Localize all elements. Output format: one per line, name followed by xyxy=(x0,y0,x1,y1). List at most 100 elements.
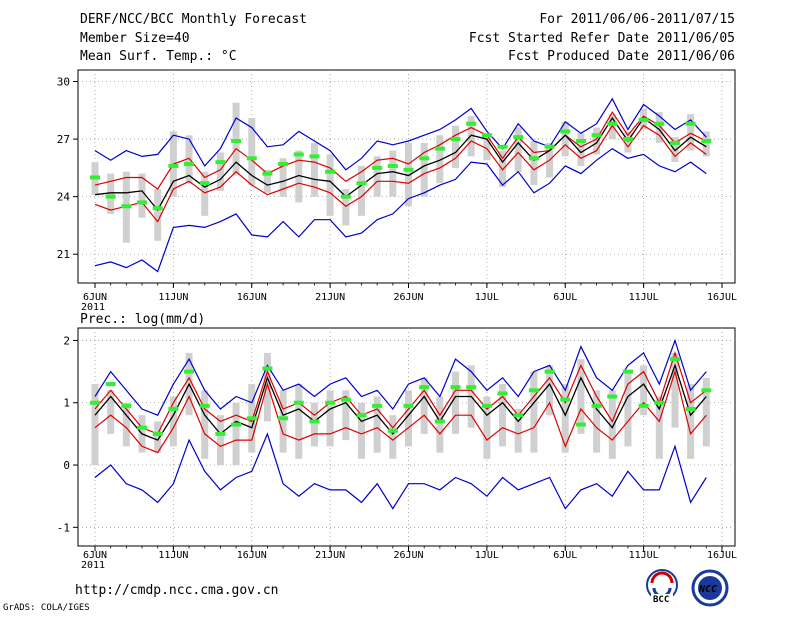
spread-box xyxy=(295,150,303,203)
x-tick-label: 6JUN xyxy=(83,550,107,561)
y-tick-label: 24 xyxy=(57,191,71,204)
spread-box xyxy=(546,365,554,416)
x-tick-label: 6JUL xyxy=(553,550,577,561)
ensemble-marker xyxy=(184,369,195,374)
spread-box xyxy=(405,142,412,207)
ensemble-marker xyxy=(513,413,524,418)
year-label: 2011 xyxy=(81,560,105,571)
ensemble-marker xyxy=(560,129,571,134)
precip-title: Prec.: log(mm/d) xyxy=(80,312,205,327)
ensemble-marker xyxy=(497,144,508,149)
plot-frame xyxy=(77,327,736,547)
series-line-max xyxy=(94,97,707,171)
spread-box xyxy=(342,188,350,226)
member-size: Member Size=40 xyxy=(80,31,190,46)
series-line-lower xyxy=(94,369,707,454)
spread-box xyxy=(373,396,381,453)
x-tick-label: 21JUN xyxy=(315,292,345,303)
ensemble-marker xyxy=(215,431,226,436)
spread-box xyxy=(357,165,365,216)
ensemble-marker xyxy=(262,366,273,371)
spread-box xyxy=(655,112,663,143)
ensemble-marker xyxy=(215,160,226,165)
spread-box xyxy=(279,390,287,453)
ensemble-marker xyxy=(246,416,257,421)
ensemble-marker xyxy=(575,422,586,427)
ensemble-marker xyxy=(450,137,461,142)
ensemble-marker xyxy=(121,204,132,209)
ensemble-marker xyxy=(450,385,461,390)
x-tick-label: 11JUN xyxy=(158,550,188,561)
spread-box xyxy=(467,116,475,157)
x-tick-label: 26JUN xyxy=(393,550,423,561)
plot-frame xyxy=(77,69,736,284)
ensemble-marker xyxy=(403,403,414,408)
spread-box xyxy=(232,402,240,466)
variable-temp-label: Mean Surf. Temp.: °C xyxy=(80,49,237,64)
spread-box xyxy=(107,173,115,214)
spread-box xyxy=(91,384,99,466)
ensemble-marker xyxy=(121,403,132,408)
ensemble-marker xyxy=(419,385,430,390)
ensemble-marker xyxy=(654,400,665,405)
y-tick-label: 1 xyxy=(63,397,70,410)
ensemble-marker xyxy=(654,121,665,126)
ensemble-marker xyxy=(528,156,539,161)
ensemble-marker xyxy=(340,194,351,199)
x-tick-label: 1JUL xyxy=(475,550,499,561)
ensemble-marker xyxy=(231,139,242,143)
ensemble-marker xyxy=(231,422,242,427)
spread-box xyxy=(342,390,350,441)
ensemble-marker xyxy=(622,137,633,142)
ensemble-marker xyxy=(591,403,602,408)
ensemble-marker xyxy=(419,156,430,161)
ensemble-marker xyxy=(685,121,696,126)
series-line-upper xyxy=(94,111,707,190)
spread-box xyxy=(499,384,507,447)
spread-box xyxy=(702,377,710,447)
spread-box xyxy=(530,141,538,186)
ensemble-marker xyxy=(669,357,680,362)
x-tick-label: 16JUL xyxy=(707,292,737,303)
x-tick-label: 11JUN xyxy=(158,292,188,303)
forecast-produced-date: Fcst Produced Date 2011/06/06 xyxy=(508,49,735,64)
ensemble-marker xyxy=(622,369,633,374)
ensemble-marker xyxy=(168,163,179,168)
series-line-mean xyxy=(94,116,707,212)
spread-box xyxy=(389,150,397,197)
ensemble-marker xyxy=(199,181,210,186)
spread-box xyxy=(436,396,444,453)
temperature-panel: 21 24 27 30 6JUN 11JUN 16JUN 21JUN 26JUN 1JUL 6JUL… xyxy=(57,69,737,313)
series-line-max xyxy=(94,338,707,416)
ensemble-marker xyxy=(293,400,304,405)
ensemble-marker xyxy=(152,206,163,211)
ensemble-marker xyxy=(246,156,257,161)
spread-box xyxy=(514,127,522,172)
spread-box xyxy=(357,402,365,459)
spread-box xyxy=(671,352,679,428)
series-line-min xyxy=(94,432,707,510)
x-tick-label: 16JUN xyxy=(237,292,267,303)
ensemble-marker xyxy=(403,167,414,172)
spread-box xyxy=(452,371,460,434)
spread-box xyxy=(201,390,209,459)
spread-box xyxy=(436,135,444,184)
ensemble-marker xyxy=(513,135,524,140)
spread-box xyxy=(279,158,287,197)
ensemble-marker xyxy=(309,154,320,159)
source-url[interactable]: http://cmdp.ncc.cma.gov.cn xyxy=(75,583,279,598)
ncc-logo: NCC xyxy=(691,569,729,607)
spread-box xyxy=(640,365,648,416)
spread-box xyxy=(420,377,428,434)
ensemble-marker xyxy=(372,403,383,408)
spread-box xyxy=(154,421,162,453)
ensemble-marker xyxy=(90,175,100,180)
ensemble-marker xyxy=(685,406,696,411)
ensemble-marker xyxy=(278,416,289,421)
series-line-upper xyxy=(94,350,707,435)
spread-box xyxy=(420,142,428,197)
spread-box xyxy=(248,117,256,186)
ensemble-marker xyxy=(137,200,148,205)
ensemble-marker xyxy=(466,385,477,390)
